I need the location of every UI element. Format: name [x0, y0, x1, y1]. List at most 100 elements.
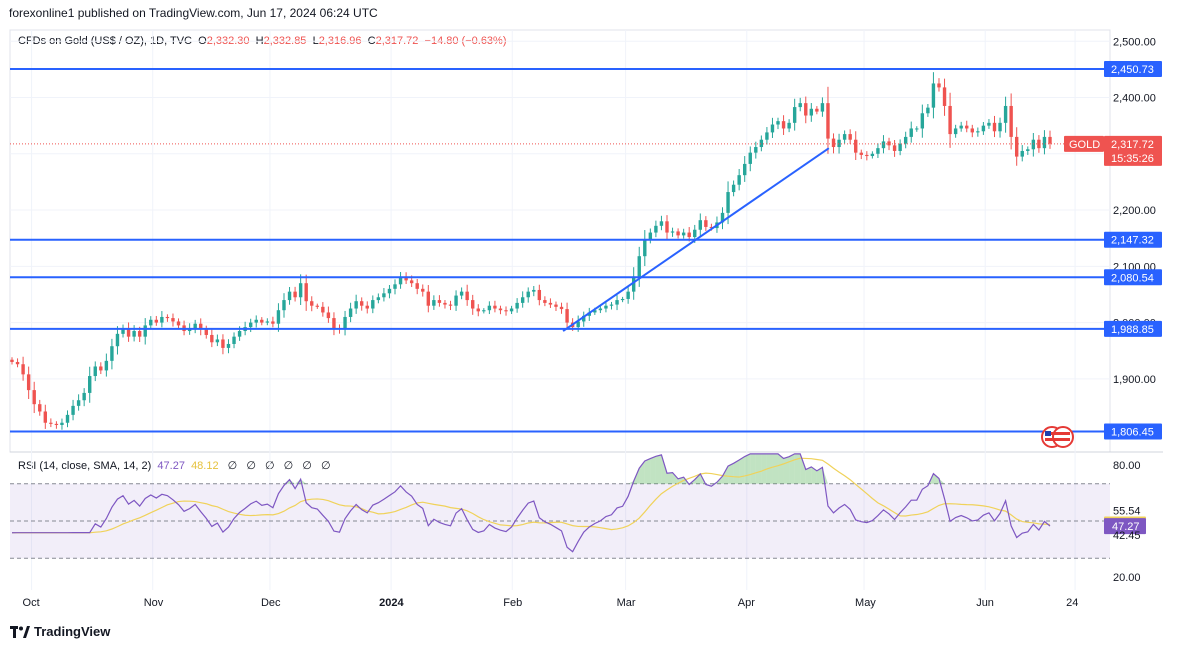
candle[interactable] [526, 287, 530, 303]
candle[interactable] [987, 119, 991, 129]
candle[interactable] [704, 216, 708, 231]
candle[interactable] [154, 315, 159, 326]
candle[interactable] [637, 246, 641, 287]
candle[interactable] [776, 117, 780, 130]
candle[interactable] [387, 285, 392, 299]
candle[interactable] [959, 121, 963, 132]
candle[interactable] [343, 310, 347, 336]
candle[interactable] [149, 316, 153, 330]
candle[interactable] [254, 315, 258, 328]
candle[interactable] [826, 86, 830, 154]
candle[interactable] [520, 291, 525, 308]
candle[interactable] [948, 92, 952, 148]
candle[interactable] [176, 318, 181, 329]
candle[interactable] [49, 418, 53, 428]
time-axis[interactable]: Oct Nov Dec 2024 Feb Mar Apr May Jun 24 [23, 597, 1079, 609]
candle[interactable] [770, 117, 775, 138]
candle[interactable] [15, 358, 20, 368]
candle[interactable] [21, 356, 25, 381]
candle[interactable] [965, 120, 969, 133]
candle[interactable] [754, 141, 758, 159]
candle[interactable] [798, 97, 802, 112]
candle[interactable] [998, 117, 1002, 138]
candle[interactable] [759, 135, 764, 152]
candle[interactable] [953, 124, 958, 138]
currency-flag-badge[interactable] [1041, 426, 1074, 448]
candle[interactable] [1003, 96, 1008, 133]
candle[interactable] [992, 115, 997, 138]
candle[interactable] [143, 318, 147, 345]
candle[interactable] [643, 230, 647, 267]
candle[interactable] [165, 314, 170, 322]
candle[interactable] [976, 127, 980, 137]
candle[interactable] [981, 121, 986, 135]
candle[interactable] [248, 318, 253, 333]
candle[interactable] [104, 353, 109, 377]
candle[interactable] [454, 290, 458, 311]
candle[interactable] [1014, 127, 1019, 166]
candle[interactable] [332, 312, 336, 336]
candle[interactable] [421, 284, 425, 297]
candle[interactable] [942, 78, 947, 116]
candle[interactable] [837, 133, 841, 154]
candle[interactable] [970, 124, 974, 138]
candle[interactable] [931, 72, 936, 119]
candle[interactable] [276, 303, 281, 332]
candle[interactable] [482, 308, 486, 314]
candle[interactable] [781, 115, 786, 135]
candle[interactable] [626, 286, 630, 304]
candle[interactable] [215, 334, 220, 347]
candle[interactable] [681, 228, 686, 239]
rsi-indicator-label[interactable]: RSI (14, close, SMA, 14, 2) [18, 460, 152, 472]
candle[interactable] [443, 300, 447, 309]
candle[interactable] [437, 295, 442, 307]
candle[interactable] [371, 295, 375, 314]
rsi-line[interactable] [11, 453, 1051, 553]
candle[interactable] [920, 104, 925, 138]
candle[interactable] [676, 228, 680, 239]
candle[interactable] [748, 146, 752, 172]
candle[interactable] [121, 324, 125, 338]
candle[interactable] [459, 287, 464, 300]
candle[interactable] [870, 151, 875, 159]
candle[interactable] [271, 316, 275, 328]
candle[interactable] [1037, 135, 1041, 153]
trendline[interactable] [562, 147, 830, 332]
candle[interactable] [348, 302, 353, 323]
candle[interactable] [160, 311, 164, 328]
candle[interactable] [859, 149, 863, 160]
candle[interactable] [260, 317, 264, 326]
candle[interactable] [565, 302, 569, 330]
tradingview-brand[interactable]: TradingView [10, 624, 110, 639]
candle[interactable] [199, 318, 203, 336]
candle[interactable] [193, 319, 197, 334]
rsi-pane[interactable] [10, 453, 1110, 559]
candle[interactable] [226, 339, 231, 354]
candle[interactable] [171, 313, 175, 327]
candle[interactable] [360, 297, 364, 311]
candle[interactable] [820, 97, 825, 117]
candle[interactable] [465, 284, 469, 306]
candle[interactable] [615, 295, 619, 311]
candle[interactable] [815, 106, 819, 115]
candle[interactable] [376, 293, 381, 304]
candle[interactable] [532, 285, 536, 297]
candle[interactable] [854, 131, 858, 161]
candle[interactable] [909, 121, 913, 143]
candle[interactable] [848, 129, 852, 144]
candle[interactable] [892, 140, 897, 157]
candle[interactable] [804, 96, 808, 124]
candle[interactable] [99, 362, 103, 375]
candle[interactable] [110, 338, 114, 370]
candle[interactable] [915, 126, 919, 132]
candle[interactable] [548, 298, 553, 308]
candle[interactable] [321, 302, 325, 317]
candle[interactable] [659, 215, 664, 231]
candle[interactable] [1042, 130, 1047, 155]
candle[interactable] [809, 103, 814, 122]
candle[interactable] [315, 303, 319, 309]
candle[interactable] [298, 274, 303, 306]
candle[interactable] [304, 274, 308, 311]
candle[interactable] [543, 296, 547, 307]
